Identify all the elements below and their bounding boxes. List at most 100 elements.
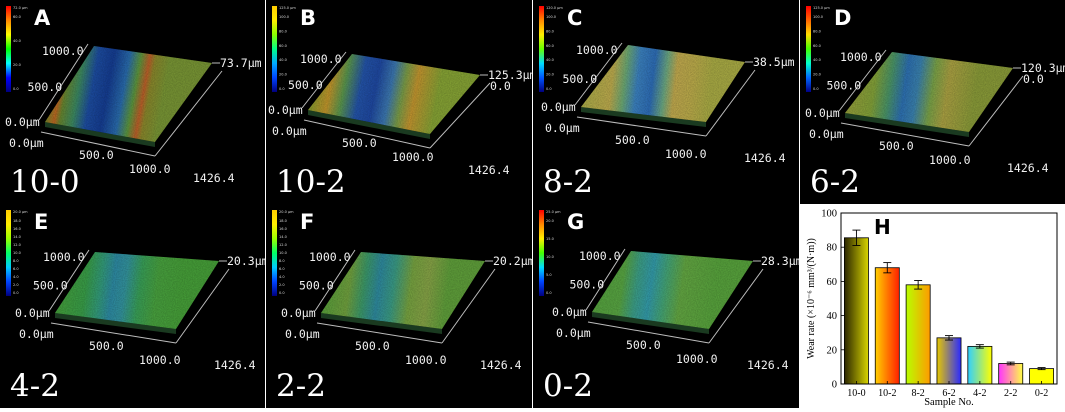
surface-texture [45, 46, 212, 142]
colorbar-tick-label: 16.0 [13, 227, 21, 231]
y-tick-label: 500.0 [288, 78, 323, 92]
colorbar-tick-label: 18.0 [13, 219, 21, 223]
surface-plot: 1000.0 500.0 0.0μm 0.0μm 500.0 1000.0 1426.4 12… [805, 6, 1065, 175]
sample-label: 0-2 [543, 368, 593, 404]
surface-texture [581, 45, 745, 122]
surface-plot: 1000.0 500.0 0.0μm 0.0μm 500.0 1000.0 1426.4 12… [268, 6, 532, 177]
x-tick-label: 1426.4 [744, 151, 786, 165]
surface-plot: 1000.0 500.0 0.0μm 0.0μm 500.0 1000.0 1426.4 73… [5, 6, 262, 185]
surface-edge [308, 110, 430, 139]
y-tick-label: 0.0μm [5, 115, 40, 129]
colorbar-tick-label: 0.0 [279, 291, 285, 295]
height-colorbar: 125.0 μm 100.0 80.0 60.0 40.0 20.0 0.0 [272, 6, 296, 92]
x-tick-label: 500.0 [879, 139, 914, 153]
colorbar-tick-label: 4.0 [13, 275, 19, 279]
x-tick-label: 6-2 [942, 388, 955, 399]
colorbar-tick-label: 10.0 [279, 251, 287, 255]
height-base-label: 0.0 [490, 79, 511, 93]
colorbar-tick-label: 10.0 [13, 251, 21, 255]
x-tick-label: 1000.0 [929, 153, 971, 167]
colorbar-tick-label: 18.0 [279, 219, 287, 223]
height-max-label: 38.5μm [753, 55, 795, 69]
colorbar-gradient [6, 6, 11, 92]
colorbar-tick-label: 80.0 [279, 29, 287, 33]
error-bar [914, 280, 923, 290]
height-colorbar: 20.0 μm 18.0 16.0 14.0 12.0 10.0 8.0 6.0 4.0 2.0 0… [6, 210, 28, 296]
height-max-label: 20.3μm [227, 254, 265, 268]
surface-texture [321, 252, 485, 329]
x-tick-label: 1426.4 [468, 163, 510, 177]
height-colorbar: 72.0 μm 60.0 40.0 20.0 0.0 [6, 6, 28, 92]
sample-label: 2-2 [276, 368, 326, 404]
y-tick-label: 0.0μm [268, 103, 303, 117]
axis-frame [314, 249, 496, 344]
x-tick-label: 0-2 [1035, 388, 1048, 399]
axis-frame [838, 49, 1024, 147]
y-tick-label: 80 [827, 243, 838, 254]
x-tick-label: 0.0μm [19, 327, 54, 341]
colorbar-max-label: 25.0 μm [546, 210, 561, 214]
panel-letter: A [34, 6, 51, 30]
height-max-label: 73.7μm [220, 56, 262, 70]
colorbar-tick-label: 20.0 [279, 73, 287, 77]
colorbar-tick-label: 100.0 [813, 15, 823, 19]
surface-edge [55, 313, 176, 334]
colorbar-gradient [272, 6, 277, 92]
surface-edge [581, 107, 706, 127]
colorbar-max-label: 120.0 μm [546, 6, 563, 10]
height-colorbar: 125.0 μm 100.0 80.0 60.0 40.0 20.0 0.0 [806, 6, 830, 92]
y-tick-label: 500.0 [570, 278, 605, 292]
y-tick-label: 500.0 [563, 72, 598, 86]
x-tick-label: 1000.0 [129, 162, 171, 176]
panel-letter: H [874, 215, 891, 239]
x-tick-label: 10-0 [847, 388, 865, 399]
colorbar-tick-label: 10.0 [546, 255, 554, 259]
bar-10-2 [874, 267, 900, 385]
panel-letter: F [300, 210, 315, 234]
y-tick-label: 1000.0 [300, 52, 342, 66]
colorbar-tick-label: 80.0 [813, 29, 821, 33]
colorbar-tick-label: 14.0 [13, 235, 21, 239]
error-bar [883, 262, 892, 274]
colorbar-tick-label: 40.0 [13, 39, 21, 43]
surface-plot: 1000.0 500.0 0.0μm 0.0μm 500.0 1000.0 1426.4 28… [539, 210, 799, 372]
y-tick-label: 500.0 [28, 80, 63, 94]
height-max-label: 120.3μm [1021, 61, 1065, 75]
x-tick-label: 1426.4 [747, 358, 789, 372]
x-tick-label: 1000.0 [676, 352, 718, 366]
surface-panel-d: 1000.0 500.0 0.0μm 0.0μm 500.0 1000.0 1426.4 12… [800, 0, 1065, 204]
colorbar-tick-label: 8.0 [13, 259, 19, 263]
colorbar-tick-label: 100.0 [546, 15, 556, 19]
surface-edge [45, 122, 155, 147]
colorbar-tick-label: 0.0 [13, 291, 19, 295]
panel-letter: G [567, 210, 585, 234]
sample-label: 10-2 [276, 164, 346, 200]
y-tick-label: 0.0μm [805, 106, 840, 120]
x-tick-label: 4-2 [973, 388, 986, 399]
x-tick-label: 500.0 [615, 133, 650, 147]
colorbar-tick-label: 20.0 [13, 63, 21, 67]
surface-texture [592, 251, 753, 329]
axis-frame [574, 42, 756, 137]
colorbar-tick-label: 40.0 [279, 58, 287, 62]
colorbar-tick-label: 14.0 [279, 235, 287, 239]
y-tick-label: 0.0μm [541, 100, 576, 114]
surface-texture [55, 252, 219, 329]
colorbar-tick-label: 40.0 [546, 58, 554, 62]
colorbar-tick-label: 60.0 [279, 44, 287, 48]
colorbar-tick-label: 5.0 [546, 273, 552, 277]
y-tick-label: 0 [832, 380, 837, 391]
colorbar-tick-label: 2.0 [13, 283, 19, 287]
surface-edge [592, 312, 709, 334]
surface-panel-a: 1000.0 500.0 0.0μm 0.0μm 500.0 1000.0 1426.4 73… [0, 0, 265, 204]
y-tick-label: 1000.0 [576, 43, 618, 57]
x-tick-label: 1426.4 [480, 358, 522, 372]
y-tick-label: 1000.0 [309, 250, 351, 264]
x-tick-label: 8-2 [911, 388, 924, 399]
x-tick-label: 1000.0 [405, 353, 447, 367]
colorbar-max-label: 125.0 μm [279, 6, 296, 10]
x-tick-label: 0.0μm [272, 124, 307, 138]
axis-frame [48, 249, 230, 344]
y-tick-label: 1000.0 [840, 50, 882, 64]
colorbar-tick-label: 0.0 [13, 87, 19, 91]
